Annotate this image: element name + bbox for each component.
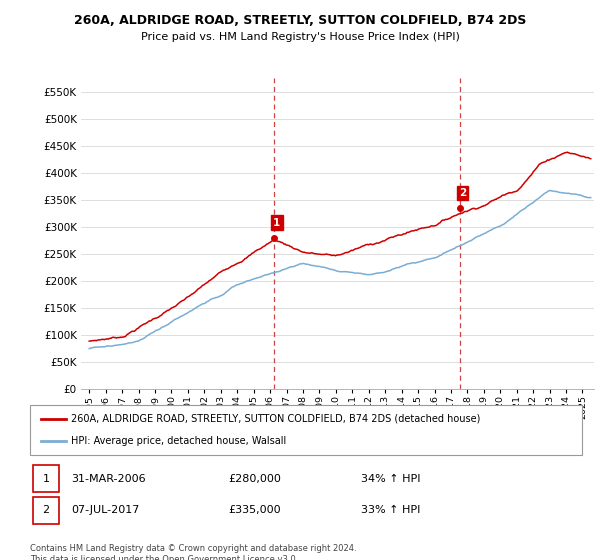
Text: 1: 1	[43, 474, 50, 484]
FancyBboxPatch shape	[33, 497, 59, 524]
Text: £335,000: £335,000	[229, 505, 281, 515]
Text: HPI: Average price, detached house, Walsall: HPI: Average price, detached house, Wals…	[71, 436, 287, 446]
Text: 1: 1	[273, 218, 280, 228]
Text: £280,000: £280,000	[229, 474, 281, 484]
Text: 2: 2	[43, 505, 50, 515]
FancyBboxPatch shape	[33, 465, 59, 492]
Text: 260A, ALDRIDGE ROAD, STREETLY, SUTTON COLDFIELD, B74 2DS (detached house): 260A, ALDRIDGE ROAD, STREETLY, SUTTON CO…	[71, 414, 481, 424]
Text: 31-MAR-2006: 31-MAR-2006	[71, 474, 146, 484]
Text: 34% ↑ HPI: 34% ↑ HPI	[361, 474, 421, 484]
FancyBboxPatch shape	[30, 405, 582, 455]
Text: 260A, ALDRIDGE ROAD, STREETLY, SUTTON COLDFIELD, B74 2DS: 260A, ALDRIDGE ROAD, STREETLY, SUTTON CO…	[74, 14, 526, 27]
Text: 2: 2	[459, 188, 466, 198]
Text: 07-JUL-2017: 07-JUL-2017	[71, 505, 140, 515]
Text: Price paid vs. HM Land Registry's House Price Index (HPI): Price paid vs. HM Land Registry's House …	[140, 32, 460, 43]
Text: 33% ↑ HPI: 33% ↑ HPI	[361, 505, 421, 515]
Text: Contains HM Land Registry data © Crown copyright and database right 2024.
This d: Contains HM Land Registry data © Crown c…	[30, 544, 356, 560]
